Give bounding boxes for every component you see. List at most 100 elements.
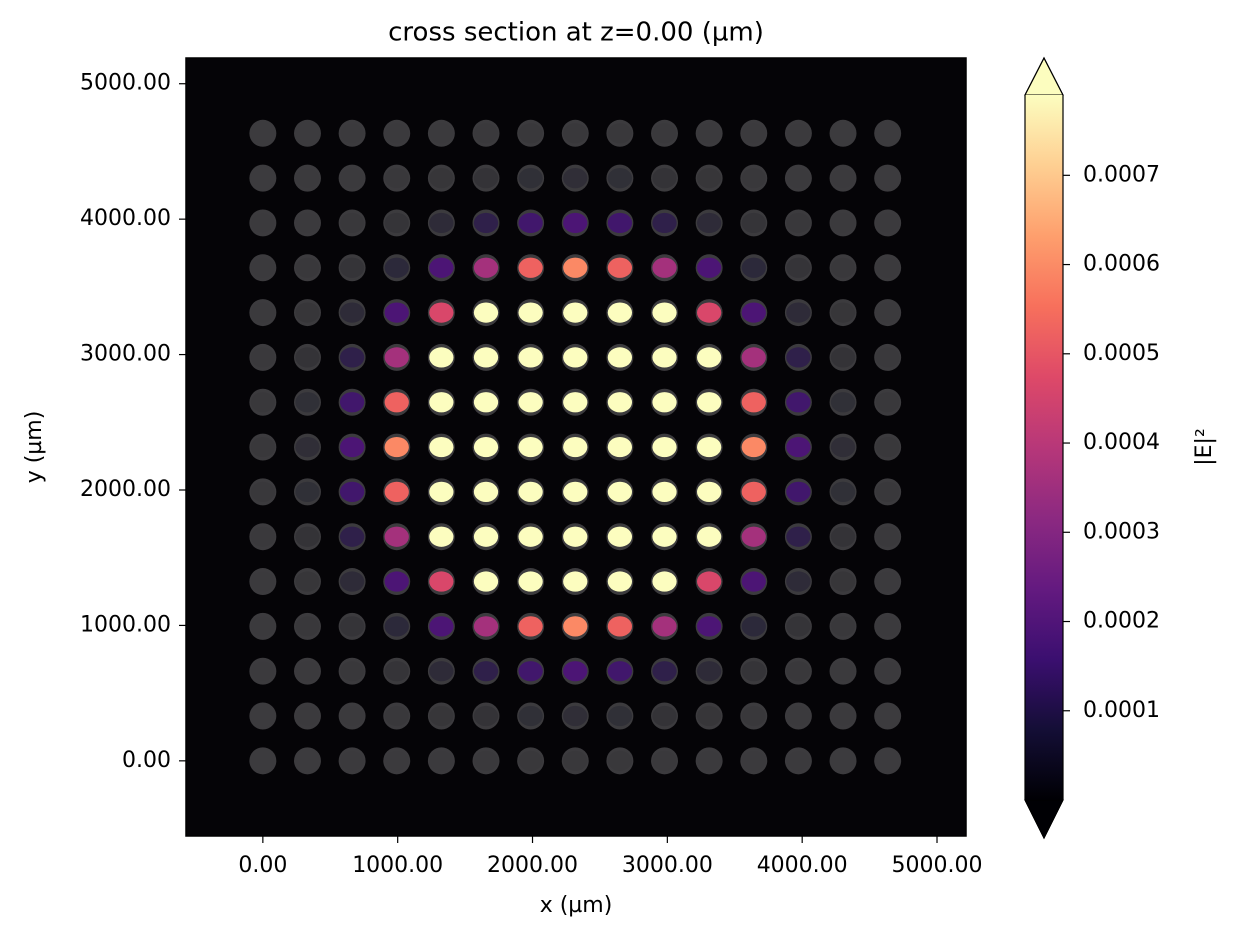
field-cell [563,616,588,637]
field-cell [786,123,810,143]
field-cell [518,168,543,189]
field-core [655,574,674,589]
field-cell [251,302,275,322]
field-cell [830,571,856,592]
field-cell [251,751,275,771]
field-cell [384,347,409,368]
field-core [565,394,585,410]
field-cell [339,436,365,458]
field-cell [295,616,319,636]
structure [383,164,411,192]
field-core [699,394,719,410]
structure [784,568,812,596]
field-cell [563,212,588,234]
structure [740,702,768,730]
structure [427,209,455,237]
field-core [476,574,496,589]
field-cell [786,168,810,188]
structure [784,702,812,730]
structure [874,657,902,685]
field-cell [250,392,275,413]
structure [829,523,857,551]
structure [874,119,902,147]
structure [829,299,857,327]
structure [740,747,768,775]
x-axis-label: x (µm) [540,893,613,918]
structure [472,119,500,147]
field-cell [652,616,677,637]
structure [874,209,902,237]
structure [427,164,455,192]
structure [784,164,812,192]
structure [740,119,768,147]
structure [338,254,366,282]
field-core [699,529,719,545]
field-cell [429,123,453,143]
structure [606,164,634,192]
y-tick-label: 0.00 [122,748,171,773]
field-cell [741,257,766,278]
field-cell [741,526,766,547]
field-core [521,529,541,545]
field-cell [429,661,454,682]
field-cell [831,123,855,143]
field-cell [697,212,722,234]
field-cell [875,481,900,503]
field-core [655,529,674,545]
field-cell [876,751,900,771]
field-cell [831,213,855,233]
field-cell [876,616,900,636]
structure [338,568,366,596]
structure [829,747,857,775]
field-cell [340,168,364,188]
structure [829,568,857,596]
field-cell [384,616,409,637]
field-cell [474,123,498,143]
field-cell [295,347,320,368]
field-cell [339,571,365,592]
field-cell [384,481,409,503]
field-cell [385,751,409,771]
structure [784,119,812,147]
colorbar-tick-label: 0.0004 [1083,430,1160,455]
field-cell [786,257,811,278]
field-cell [697,571,722,592]
field-core [565,484,585,500]
structure [874,612,902,640]
field-cell [876,527,900,547]
field-cell [830,526,856,547]
field-cell [473,705,499,727]
field-cell [384,212,409,234]
structure [294,523,321,551]
structure [561,119,589,147]
field-cell [876,706,900,726]
structure [472,747,500,775]
structure [249,343,277,371]
structure [829,612,857,640]
field-core [565,350,585,365]
structure [874,164,902,192]
x-tick-label: 5000.00 [892,853,983,878]
field-cell [518,123,543,144]
structure [829,657,857,685]
field-core [431,394,451,410]
field-cell [429,302,454,323]
field-core [610,574,630,589]
field-cell [251,527,275,547]
structure [249,657,277,685]
colorbar-label: |E|² [1192,428,1217,466]
field-core [476,439,496,455]
field-cell [786,436,811,458]
structure [249,299,277,327]
field-cell [876,213,900,233]
field-core [521,350,541,365]
structure [784,254,812,282]
structure [651,119,678,147]
field-cell [652,257,677,278]
structure [383,657,411,685]
field-cell [251,168,275,188]
field-core [431,484,451,500]
structure [294,747,321,775]
structure [695,657,723,685]
structure [338,164,366,192]
